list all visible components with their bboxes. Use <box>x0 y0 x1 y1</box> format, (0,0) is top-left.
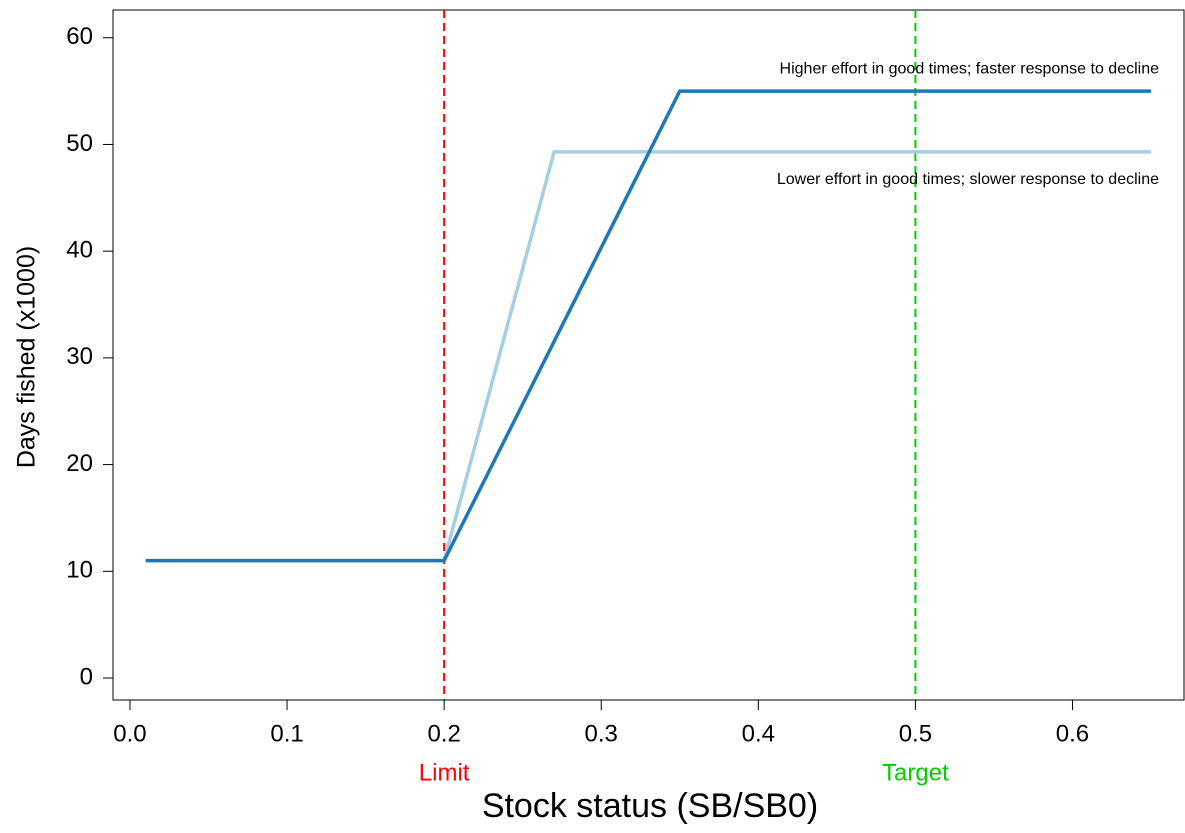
line <box>145 89 1152 563</box>
y-tick-label: 0 <box>80 663 93 690</box>
x-tick-label: 0.6 <box>1056 720 1089 747</box>
x-tick-label: 0.3 <box>585 720 618 747</box>
reference-label: Limit <box>419 759 470 786</box>
y-tick-label: 20 <box>66 450 93 477</box>
x-tick-label: 0.4 <box>742 720 775 747</box>
x-tick-label: 0.2 <box>427 720 460 747</box>
series-label: Lower effort in good times; slower respo… <box>777 171 1159 188</box>
x-tick-label: 0.5 <box>899 720 932 747</box>
x-tick-label: 0.1 <box>270 720 303 747</box>
y-tick-label: 50 <box>66 130 93 157</box>
y-tick-label: 10 <box>66 557 93 584</box>
x-tick-label: 0.0 <box>113 720 146 747</box>
x-axis-label: Stock status (SB/SB0) <box>482 787 818 825</box>
reference-label: Target <box>882 759 949 786</box>
y-tick-label: 40 <box>66 237 93 264</box>
y-axis-label: Days fished (x1000) <box>13 246 41 468</box>
y-tick-label: 60 <box>66 23 93 50</box>
plot-frame <box>112 9 1185 701</box>
line <box>145 150 1152 563</box>
series-label: Higher effort in good times; faster resp… <box>780 60 1160 77</box>
y-tick-label: 30 <box>66 343 93 370</box>
